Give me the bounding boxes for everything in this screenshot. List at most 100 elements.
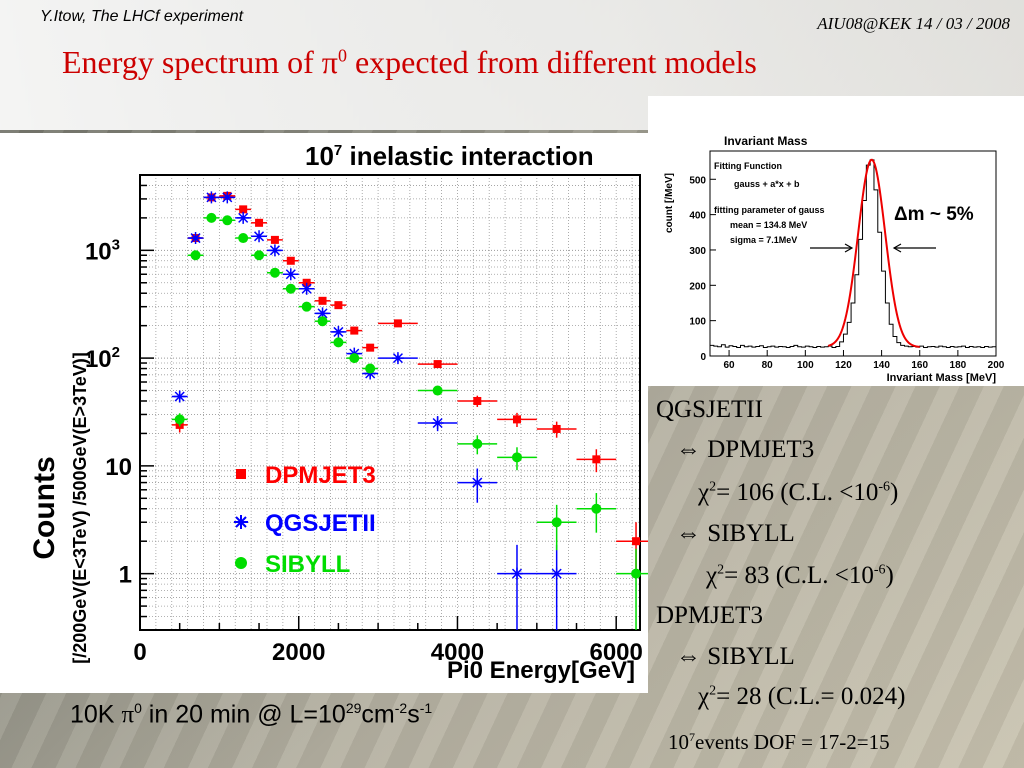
cmp-line-6: DPMJET3 xyxy=(656,602,763,629)
data-points xyxy=(171,191,656,630)
square-marker xyxy=(334,301,343,310)
data-point-dpmjet3 xyxy=(497,412,537,427)
grid xyxy=(140,174,640,631)
data-point-qgsjetii xyxy=(536,544,577,630)
data-point-dpmjet3 xyxy=(346,326,363,335)
inv-x-axis-label: Invariant Mass [MeV] xyxy=(887,372,997,384)
star-marker xyxy=(300,282,313,295)
data-point-qgsjetii xyxy=(282,268,299,281)
square-marker xyxy=(512,415,521,424)
circle-marker xyxy=(472,438,483,449)
circle-marker xyxy=(238,233,249,244)
legend-marker-dpmjet3 xyxy=(236,469,246,479)
circle-marker xyxy=(551,517,562,528)
inv-title: Invariant Mass xyxy=(724,134,808,148)
inv-y-tick-label: 400 xyxy=(689,211,706,222)
inv-x-tick-label: 200 xyxy=(988,360,1005,371)
data-point-sibyll xyxy=(362,363,379,374)
cmp-line-3: χ2= 106 (C.L. <10-6) xyxy=(698,479,899,506)
circle-marker xyxy=(591,503,602,514)
square-marker xyxy=(433,360,442,369)
x-tick-label: 6000 xyxy=(589,639,642,666)
star-marker xyxy=(173,390,186,403)
circle-marker xyxy=(174,414,185,425)
invariant-mass-chart: Invariant Mass 60 80 100 120 140 160 180 200 0 10… xyxy=(648,96,1024,386)
data-point-dpmjet3 xyxy=(417,360,458,369)
circle-marker xyxy=(285,283,296,294)
cmp-line-2: ⇔ DPMJET3 xyxy=(676,436,815,463)
data-point-qgsjetii xyxy=(497,544,537,630)
data-point-dpmjet3 xyxy=(235,205,252,214)
square-marker xyxy=(552,424,561,433)
data-point-qgsjetii xyxy=(187,232,204,245)
data-point-qgsjetii xyxy=(298,282,315,295)
data-point-sibyll xyxy=(282,283,299,294)
circle-marker xyxy=(317,316,328,327)
inv-x-tick-label: 60 xyxy=(724,360,736,371)
star-marker xyxy=(221,191,234,204)
circle-marker xyxy=(631,568,642,579)
data-point-dpmjet3 xyxy=(576,449,617,473)
data-point-qgsjetii xyxy=(171,390,188,403)
inv-fit-line: sigma = 7.1MeV xyxy=(730,235,797,245)
data-point-sibyll xyxy=(576,493,617,533)
x-tick-label: 4000 xyxy=(431,639,484,666)
square-marker xyxy=(270,235,279,244)
data-point-qgsjetii xyxy=(417,416,458,432)
data-point-sibyll xyxy=(457,435,498,455)
data-point-sibyll xyxy=(187,250,204,261)
data-point-qgsjetii xyxy=(266,244,283,257)
inv-fit-line: fitting parameter of gauss xyxy=(714,205,825,215)
legend: DPMJET3 QGSJETII SIBYLL xyxy=(234,462,376,578)
author-label: Y.Itow, The LHCf experiment xyxy=(40,8,244,25)
inv-x-tick-label: 180 xyxy=(950,360,967,371)
square-marker xyxy=(393,319,402,328)
circle-marker xyxy=(254,250,265,261)
data-point-qgsjetii xyxy=(314,307,331,320)
axis-ticks: 0 2000 4000 6000 1 10 102 103 xyxy=(85,174,643,666)
data-point-sibyll xyxy=(171,413,188,427)
inv-annotation: Δm ~ 5% xyxy=(894,204,974,225)
star-marker xyxy=(510,567,523,580)
data-point-qgsjetii xyxy=(251,230,267,243)
square-marker xyxy=(350,326,359,335)
data-point-dpmjet3 xyxy=(362,343,379,352)
data-point-qgsjetii xyxy=(330,325,347,338)
y-axis-label: Counts xyxy=(28,456,61,559)
data-point-dpmjet3 xyxy=(457,395,498,407)
star-marker xyxy=(284,268,297,281)
inv-histogram xyxy=(710,159,996,349)
legend-marker-qgsjetii xyxy=(234,515,248,529)
inv-y-tick-label: 500 xyxy=(689,175,706,186)
square-marker xyxy=(318,296,327,305)
star-marker xyxy=(316,307,329,320)
data-point-dpmjet3 xyxy=(251,218,267,227)
legend-label-dpmjet3: DPMJET3 xyxy=(265,462,376,489)
inv-axis-ticks: 60 80 100 120 140 160 180 200 0 100 200 300 400 500 xyxy=(689,175,1004,371)
x-tick-label: 0 xyxy=(133,639,146,666)
circle-marker xyxy=(222,215,233,226)
data-point-sibyll xyxy=(251,250,267,261)
dof-note: 107events DOF = 17-2=15 xyxy=(668,730,890,754)
square-marker xyxy=(632,537,641,546)
data-point-sibyll xyxy=(497,447,537,471)
square-marker xyxy=(592,455,601,464)
data-point-qgsjetii xyxy=(219,191,236,204)
legend-label-sibyll: SIBYLL xyxy=(265,551,350,578)
cmp-line-1: QGSJETII xyxy=(656,396,763,423)
inv-x-tick-label: 100 xyxy=(797,360,814,371)
data-point-sibyll xyxy=(298,301,315,312)
square-marker xyxy=(255,218,264,227)
data-point-dpmjet3 xyxy=(266,235,283,244)
data-point-dpmjet3 xyxy=(330,301,347,310)
luminosity-note: 10K π0 in 20 min @ L=1029cm-2s-1 xyxy=(70,700,433,729)
inv-width-arrows xyxy=(810,243,936,253)
data-point-sibyll xyxy=(330,337,347,348)
data-point-qgsjetii xyxy=(457,468,498,503)
cmp-line-4: ⇔ SIBYLL xyxy=(676,520,795,547)
plot-frame xyxy=(139,174,641,631)
cmp-line-8: χ2= 28 (C.L.= 0.024) xyxy=(698,683,906,710)
chart-title: 107 inelastic interaction xyxy=(305,141,594,171)
data-point-qgsjetii xyxy=(235,211,252,224)
inv-x-tick-label: 80 xyxy=(762,360,774,371)
